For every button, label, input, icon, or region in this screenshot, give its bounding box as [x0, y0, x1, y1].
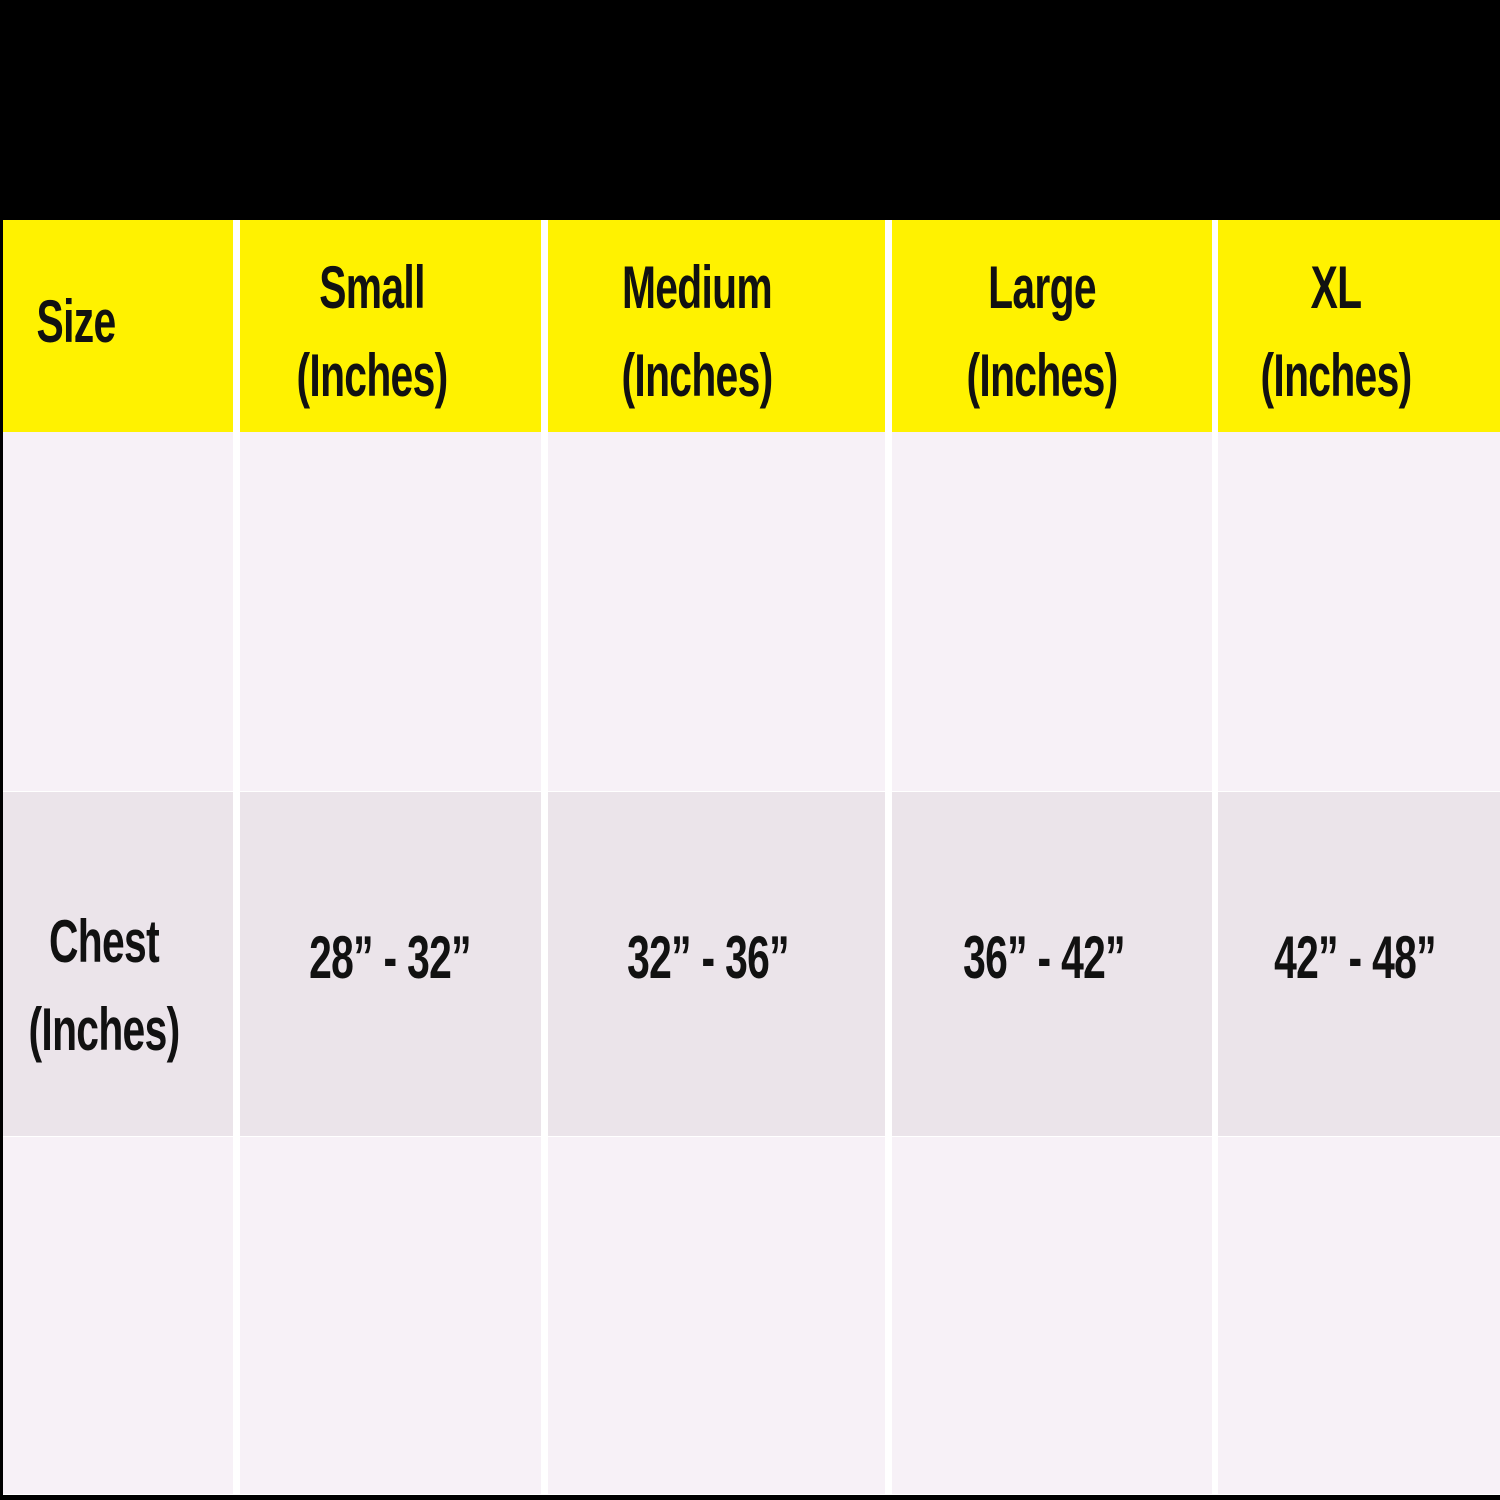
table-cell — [892, 792, 1212, 1136]
table-cell — [548, 432, 885, 791]
header-col-3-line: Large — [988, 254, 1096, 321]
row-label-line: Chest — [49, 908, 160, 975]
table-cell — [1218, 432, 1500, 791]
table-cell — [1218, 1137, 1500, 1494]
table-cell — [240, 1137, 541, 1494]
table-cell — [892, 432, 1212, 791]
header-cell — [3, 220, 233, 432]
header-col-2: Medium (Inches) — [621, 244, 774, 420]
table-cell — [548, 792, 885, 1136]
header-col-4: XL (Inches) — [1260, 244, 1413, 420]
table-cell — [548, 1137, 885, 1494]
header-col-3: Large (Inches) — [966, 244, 1119, 420]
header-cell — [548, 220, 885, 432]
table-cell — [240, 792, 541, 1136]
header-col-4-line: (Inches) — [1260, 342, 1413, 409]
header-size: Size — [36, 278, 117, 366]
header-col-1-line: Small — [319, 254, 425, 321]
table-cell — [240, 432, 541, 791]
header-cell — [1218, 220, 1500, 432]
measurement-value: 42” - 48” — [1274, 924, 1436, 991]
row-label-line: (Inches) — [28, 996, 181, 1063]
table-cell — [3, 792, 233, 1136]
top-black-bar — [0, 0, 1500, 218]
header-col-2-line: (Inches) — [621, 342, 774, 409]
header-col-1: Small (Inches) — [296, 244, 449, 420]
header-col-4-line: XL — [1310, 254, 1362, 321]
table-cell — [892, 1137, 1212, 1494]
header-col-3-line: (Inches) — [966, 342, 1119, 409]
measurement-value: 28” - 32” — [309, 924, 471, 991]
header-size-line: Size — [36, 288, 117, 355]
row-label: Chest (Inches) — [28, 898, 181, 1074]
measurement-value: 36” - 42” — [963, 924, 1125, 991]
table-cell — [1218, 792, 1500, 1136]
measurement-value: 32” - 36” — [627, 924, 789, 991]
header-col-1-line: (Inches) — [296, 342, 449, 409]
table-cell — [3, 432, 233, 791]
header-cell — [892, 220, 1212, 432]
table-cell — [3, 1137, 233, 1494]
header-cell — [240, 220, 541, 432]
header-col-2-line: Medium — [621, 254, 773, 321]
